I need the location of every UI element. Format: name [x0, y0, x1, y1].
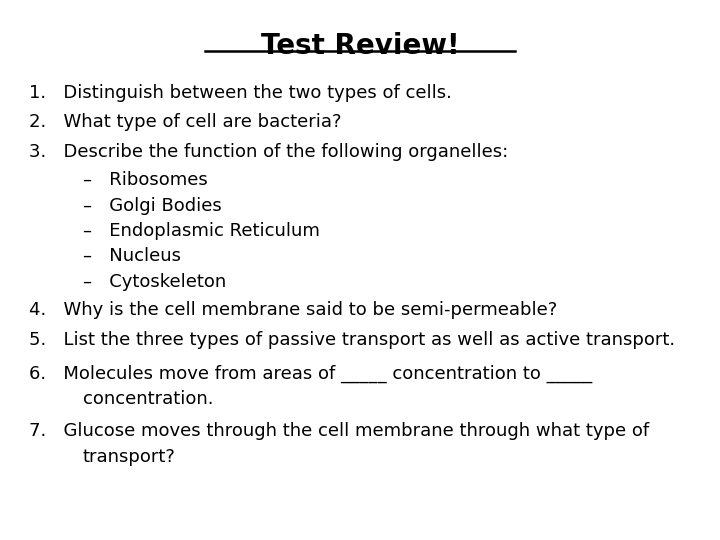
Text: –   Cytoskeleton: – Cytoskeleton	[83, 273, 226, 291]
Text: 7.   Glucose moves through the cell membrane through what type of: 7. Glucose moves through the cell membra…	[29, 422, 649, 440]
Text: 5.   List the three types of passive transport as well as active transport.: 5. List the three types of passive trans…	[29, 331, 675, 349]
Text: –   Endoplasmic Reticulum: – Endoplasmic Reticulum	[83, 222, 320, 240]
Text: transport?: transport?	[83, 448, 176, 465]
Text: 6.   Molecules move from areas of _____ concentration to _____: 6. Molecules move from areas of _____ co…	[29, 364, 592, 383]
Text: 2.   What type of cell are bacteria?: 2. What type of cell are bacteria?	[29, 113, 341, 131]
Text: concentration.: concentration.	[83, 390, 213, 408]
Text: –   Golgi Bodies: – Golgi Bodies	[83, 197, 222, 214]
Text: 3.   Describe the function of the following organelles:: 3. Describe the function of the followin…	[29, 143, 508, 161]
Text: –   Ribosomes: – Ribosomes	[83, 171, 207, 189]
Text: –   Nucleus: – Nucleus	[83, 247, 181, 265]
Text: 1.   Distinguish between the two types of cells.: 1. Distinguish between the two types of …	[29, 84, 451, 102]
Text: Test Review!: Test Review!	[261, 32, 459, 60]
Text: 4.   Why is the cell membrane said to be semi-permeable?: 4. Why is the cell membrane said to be s…	[29, 301, 557, 319]
